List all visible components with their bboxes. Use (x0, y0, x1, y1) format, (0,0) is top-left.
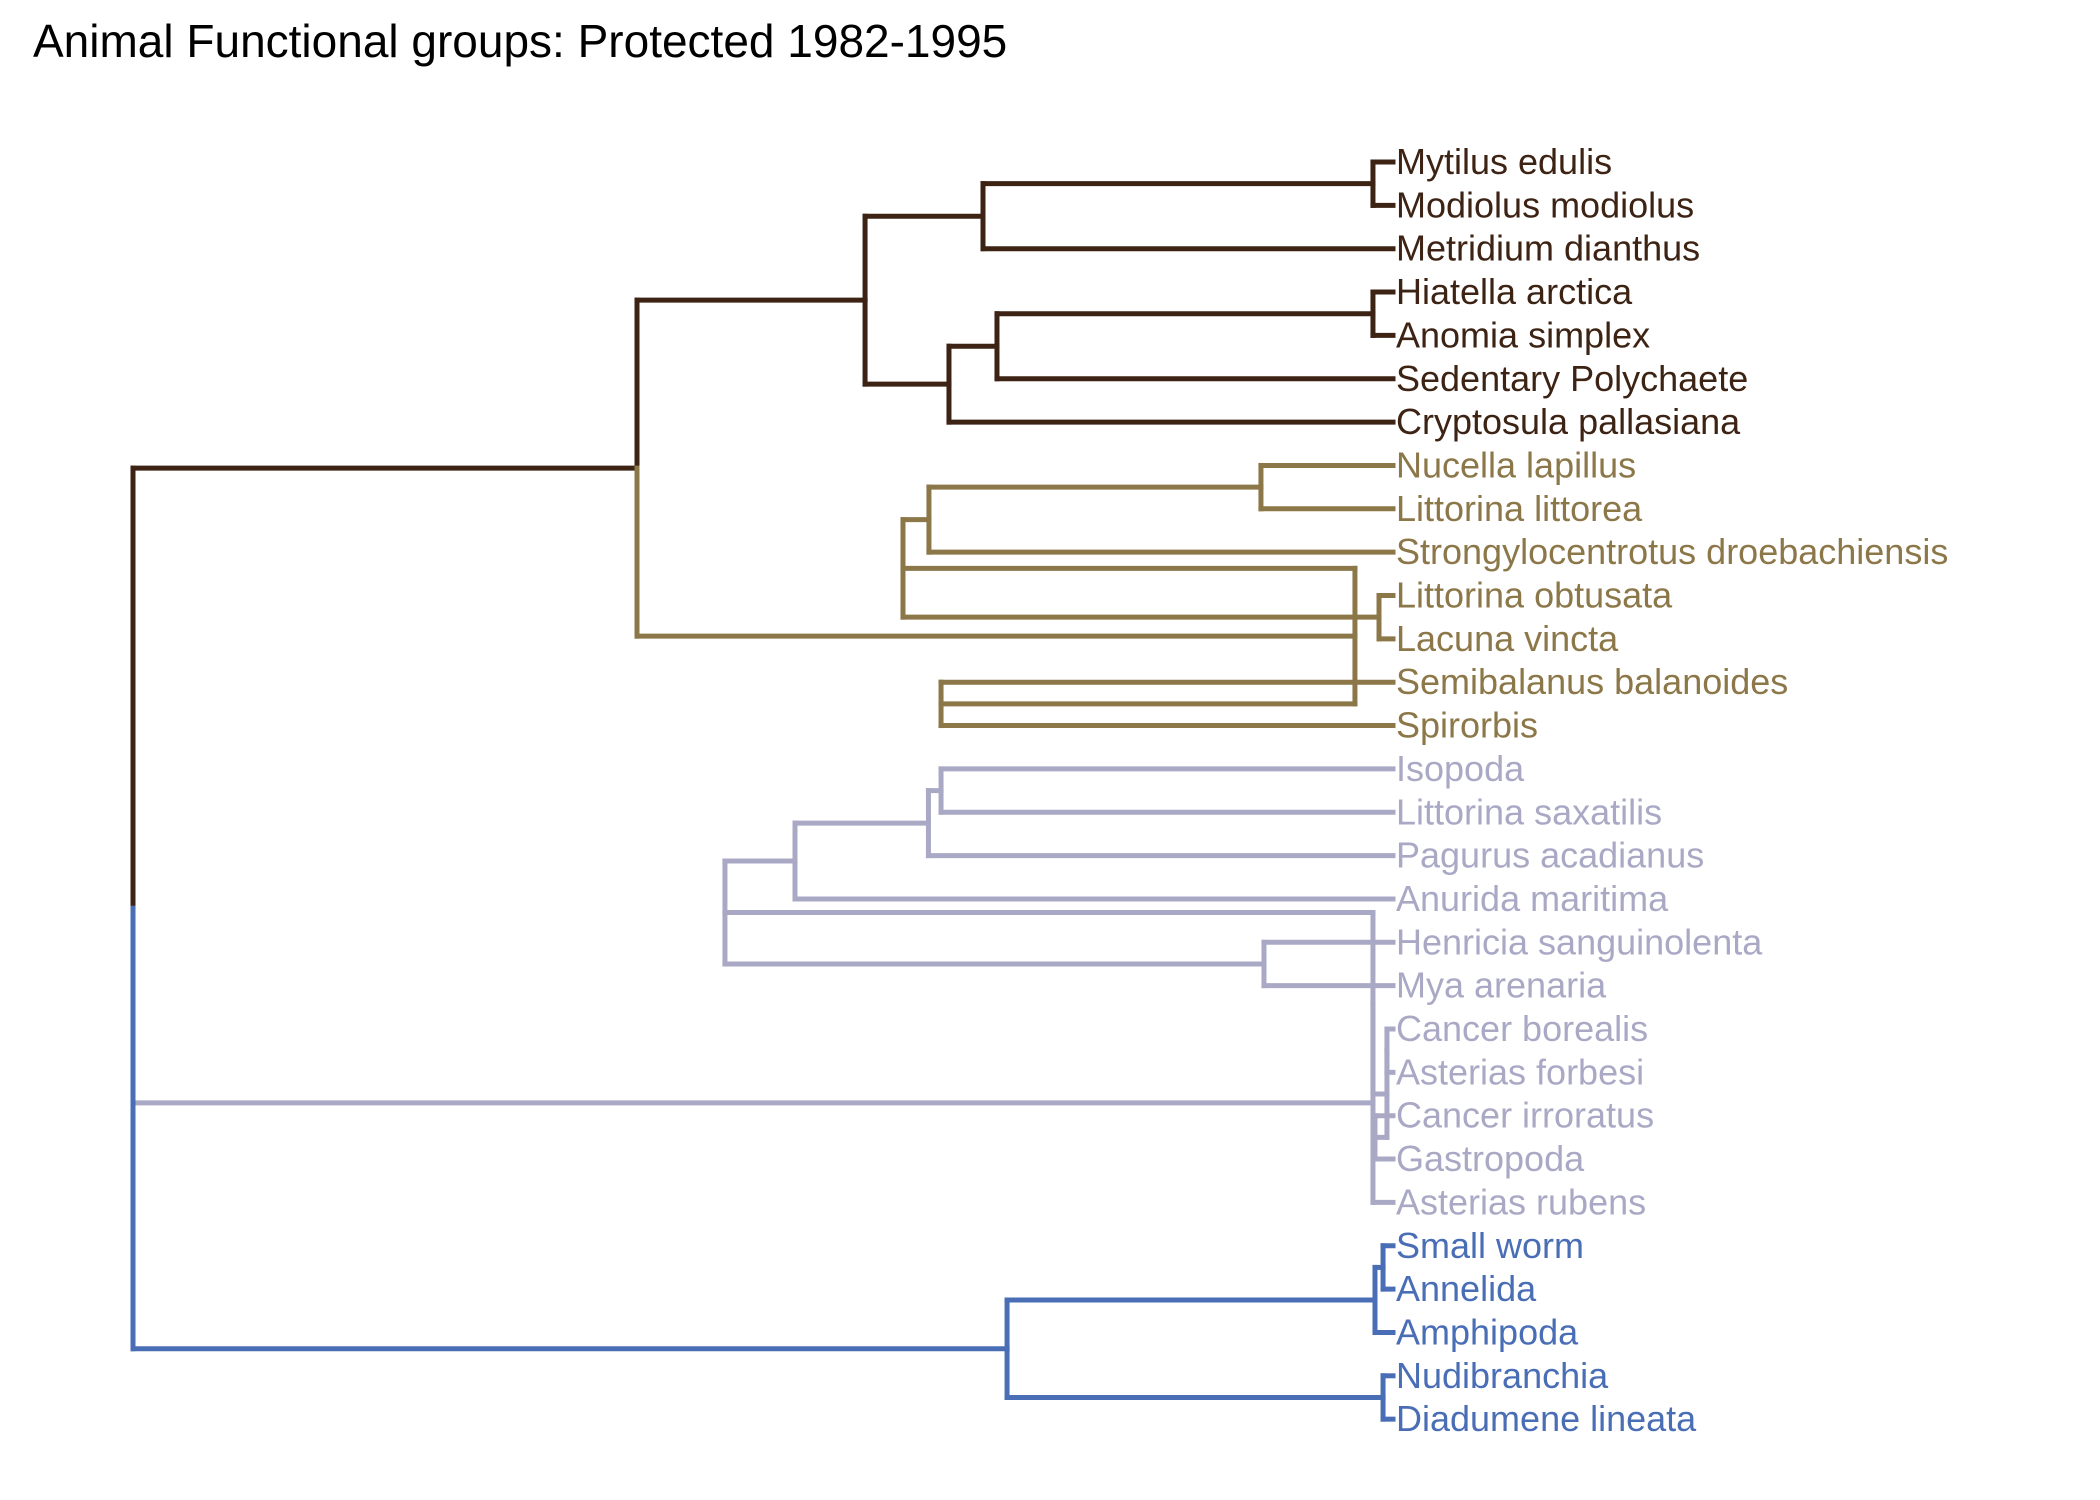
leaf-label-henricia-sanguinolenta: Henricia sanguinolenta (1396, 921, 1763, 962)
leaf-label-strongylocentrotus-droebachiensis: Strongylocentrotus droebachiensis (1396, 531, 1948, 572)
leaf-label-anomia-simplex: Anomia simplex (1396, 314, 1650, 355)
leaf-label-asterias-forbesi: Asterias forbesi (1396, 1051, 1644, 1092)
leaf-label-modiolus-modiolus: Modiolus modiolus (1396, 184, 1694, 225)
leaf-label-mya-arenaria: Mya arenaria (1396, 965, 1607, 1006)
leaf-label-semibalanus-balanoides: Semibalanus balanoides (1396, 661, 1788, 702)
page-title: Animal Functional groups: Protected 1982… (33, 15, 1008, 67)
leaf-label-isopoda: Isopoda (1396, 748, 1525, 789)
leaf-label-cryptosula-pallasiana: Cryptosula pallasiana (1396, 401, 1741, 442)
leaf-label-amphipoda: Amphipoda (1396, 1311, 1579, 1352)
leaf-label-cancer-irroratus: Cancer irroratus (1396, 1095, 1654, 1136)
leaf-label-nudibranchia: Nudibranchia (1396, 1355, 1609, 1396)
leaf-label-sedentary-polychaete: Sedentary Polychaete (1396, 358, 1748, 399)
leaf-label-pagurus-acadianus: Pagurus acadianus (1396, 835, 1704, 876)
leaf-label-annelida: Annelida (1396, 1268, 1537, 1309)
leaf-label-hiatella-arctica: Hiatella arctica (1396, 271, 1633, 312)
leaf-label-asterias-rubens: Asterias rubens (1396, 1181, 1646, 1222)
leaf-label-lacuna-vincta: Lacuna vincta (1396, 618, 1619, 659)
leaf-label-anurida-maritima: Anurida maritima (1396, 878, 1669, 919)
leaf-label-littorina-obtusata: Littorina obtusata (1396, 575, 1673, 616)
leaf-label-littorina-littorea: Littorina littorea (1396, 488, 1643, 529)
leaf-label-littorina-saxatilis: Littorina saxatilis (1396, 791, 1662, 832)
leaf-label-spirorbis: Spirorbis (1396, 705, 1538, 746)
leaf-label-small-worm: Small worm (1396, 1225, 1584, 1266)
leaf-label-cancer-borealis: Cancer borealis (1396, 1008, 1648, 1049)
leaf-label-nucella-lapillus: Nucella lapillus (1396, 444, 1636, 485)
leaf-label-mytilus-edulis: Mytilus edulis (1396, 141, 1612, 182)
leaf-label-diadumene-lineata: Diadumene lineata (1396, 1398, 1697, 1439)
leaf-label-metridium-dianthus: Metridium dianthus (1396, 228, 1700, 269)
leaf-label-gastropoda: Gastropoda (1396, 1138, 1585, 1179)
